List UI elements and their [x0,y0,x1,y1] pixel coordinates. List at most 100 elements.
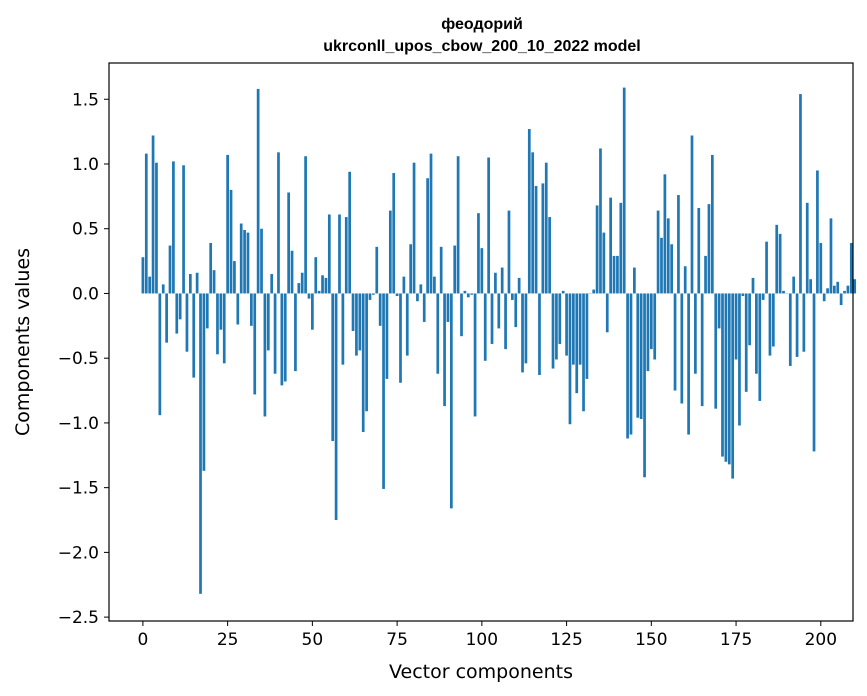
bar [327,214,331,294]
y-tick-label: −1.0 [58,414,99,434]
bar [653,293,657,360]
bar [402,276,406,294]
bar [609,197,612,294]
bar [497,293,501,329]
bar [612,255,616,294]
bar [700,293,704,407]
bar [511,293,514,300]
bar [351,293,355,331]
bar [677,195,680,294]
chart-title-line-1: феодорий [441,16,523,33]
bar [622,87,626,294]
bar [395,293,399,297]
bar [829,218,833,294]
bar [148,276,152,294]
bar [480,248,484,294]
bar [250,293,253,326]
bar [273,293,277,374]
bar [656,210,660,294]
bar [165,293,168,343]
bar [731,293,735,479]
bar [466,293,470,298]
bar [388,210,392,294]
x-axis: 0 25 50 75 100 125 150 175 200 [137,621,837,650]
x-tick-label: 125 [550,630,582,650]
x-tick-label: 0 [137,630,148,650]
bar [694,293,697,374]
bar [578,293,582,365]
bar [222,293,226,364]
bar [209,242,213,294]
bar [643,293,646,478]
bar [212,270,216,294]
bar [260,228,263,294]
bar [751,277,755,294]
bar [412,162,416,294]
bar [175,293,179,334]
bar [199,293,202,594]
bar [527,129,531,294]
bar [802,293,806,352]
bar [334,293,338,521]
bar [507,210,511,294]
y-tick-label: −1.5 [58,479,99,499]
y-axis-label: Components values [12,248,34,436]
bar [449,293,453,509]
bar [816,170,819,294]
bar [304,156,307,294]
bar [483,293,487,361]
bar [429,153,433,294]
bar [453,245,457,294]
bar [338,214,341,294]
bar [839,293,843,306]
bar [710,154,714,294]
bar [599,148,602,294]
bar [565,293,568,356]
bar [372,293,375,295]
bar [202,293,206,471]
bar [443,293,446,407]
bar [270,274,274,294]
bar [687,293,690,435]
bar [460,293,463,337]
bar [368,293,372,300]
bar [727,293,731,465]
bar [561,290,565,294]
bar [361,293,365,432]
bar [409,244,413,294]
x-tick-label: 175 [720,630,752,650]
bar [277,152,280,294]
bar [582,293,585,412]
bar [168,245,172,294]
bar [697,208,701,294]
bar [572,293,575,365]
chart-title-line-2: ukrconll_upos_cbow_200_10_2022 model [323,38,640,55]
bar [558,293,562,344]
bar [585,293,589,379]
bar [344,217,348,294]
bar [141,257,145,294]
bar [605,293,609,333]
bar [833,285,836,294]
bar [348,171,352,294]
bar [792,276,796,294]
bar [690,135,694,294]
bar [246,232,250,294]
bar [538,293,541,376]
bar [836,281,840,294]
y-tick-label: 1.5 [72,90,99,110]
bar [300,272,304,294]
bar [809,279,812,294]
bar [592,289,596,294]
bar [405,293,409,356]
plot-frame [108,62,854,622]
y-tick-label: −2.5 [58,608,99,628]
bar [317,290,321,294]
x-tick-label: 100 [466,630,498,650]
bar [602,232,606,294]
bar [297,283,301,294]
bar [595,205,599,294]
bar [456,156,460,294]
bar [758,293,762,401]
